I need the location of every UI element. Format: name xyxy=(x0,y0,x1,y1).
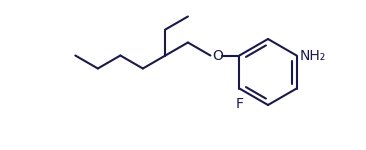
Text: F: F xyxy=(235,98,243,111)
Text: NH₂: NH₂ xyxy=(300,48,326,63)
Text: O: O xyxy=(212,48,223,63)
